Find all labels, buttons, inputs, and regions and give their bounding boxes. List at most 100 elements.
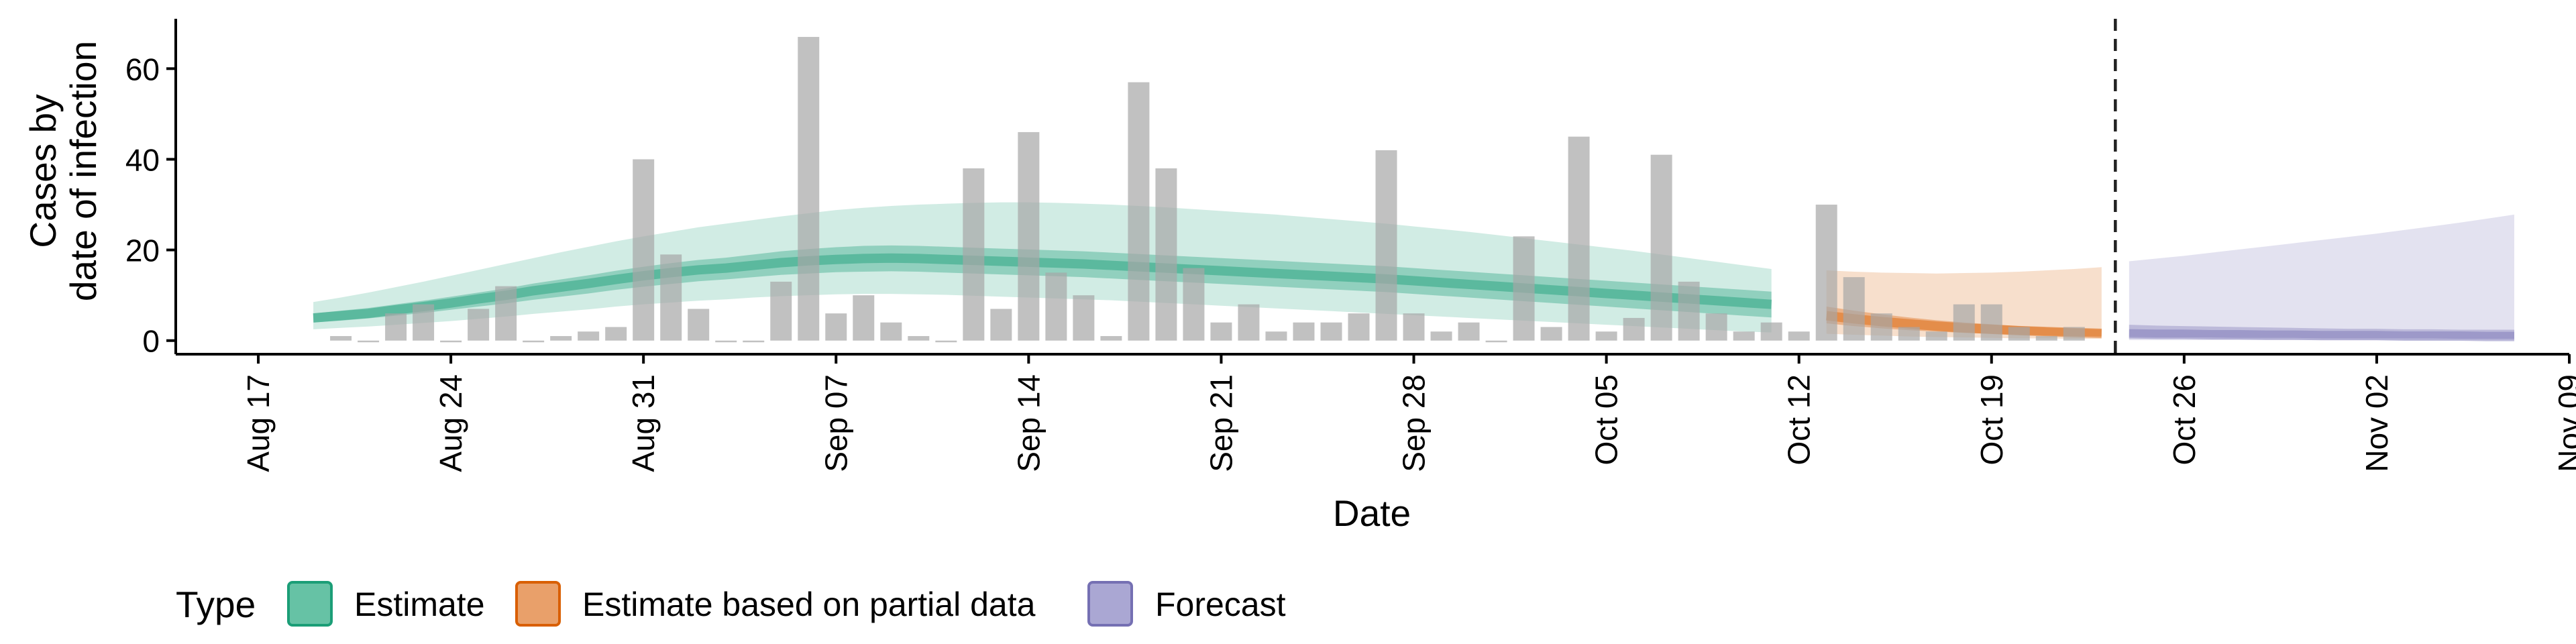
observed-case-bar — [1238, 304, 1260, 341]
x-tick-label: Oct 05 — [1589, 374, 1624, 466]
observed-case-bar — [1513, 236, 1535, 341]
observed-case-bar — [990, 309, 1012, 341]
observed-case-bar — [1430, 331, 1452, 341]
observed-case-bar — [1898, 327, 1920, 341]
observed-case-bar — [715, 340, 737, 343]
observed-case-bar — [2063, 327, 2085, 341]
legend-label-estimate: Estimate — [354, 586, 485, 623]
observed-case-bar — [1485, 340, 1507, 343]
observed-case-bar — [550, 335, 572, 341]
observed-case-bar — [1953, 304, 1975, 341]
observed-case-bar — [330, 335, 352, 341]
x-tick-label: Oct 19 — [1974, 374, 2009, 466]
observed-case-bar — [908, 335, 930, 341]
observed-case-bar — [1155, 168, 1177, 341]
observed-case-bar — [1458, 322, 1480, 341]
observed-case-bar — [688, 309, 710, 341]
legend-label-partial: Estimate based on partial data — [582, 586, 1036, 623]
observed-case-bar — [1870, 313, 1892, 341]
observed-case-bar — [385, 313, 407, 341]
observed-case-bar — [798, 37, 820, 341]
x-tick-label: Oct 26 — [2167, 374, 2202, 466]
y-tick-label: 0 — [142, 324, 160, 359]
y-axis-title-line-2: date of infection — [62, 41, 104, 301]
observed-case-bar — [1760, 322, 1782, 341]
forecast-median-line — [2129, 329, 2514, 341]
legend-label-forecast: Forecast — [1155, 586, 1286, 623]
observed-case-bar — [1293, 322, 1315, 341]
observed-case-bar — [2008, 327, 2030, 341]
observed-case-bar — [1128, 82, 1150, 341]
observed-case-bar — [743, 340, 765, 343]
observed-case-bar — [770, 281, 792, 341]
observed-case-bar — [880, 322, 902, 341]
y-tick-label: 20 — [125, 233, 160, 268]
observed-case-bar — [935, 340, 957, 343]
axes — [174, 19, 2569, 356]
observed-case-bar — [358, 340, 380, 343]
observed-case-bar — [853, 295, 875, 341]
forecast-ci50-band — [2129, 325, 2514, 339]
x-tick-label: Sep 21 — [1203, 374, 1238, 472]
observed-case-bar — [1678, 281, 1700, 341]
observed-case-bar — [1925, 331, 1947, 341]
y-tick-label: 60 — [125, 52, 160, 87]
observed-case-bar — [440, 340, 462, 343]
observed-case-bar — [660, 254, 682, 341]
y-tick-label: 40 — [125, 142, 160, 177]
x-tick-label: Aug 31 — [626, 374, 661, 472]
x-tick-label: Sep 28 — [1397, 374, 1432, 472]
x-tick-label: Aug 24 — [433, 374, 468, 472]
observed-case-bar — [1403, 313, 1425, 341]
observed-case-bar — [1348, 313, 1370, 341]
observed-case-bar — [605, 327, 627, 341]
observed-case-bar — [1788, 331, 1810, 341]
observed-case-bar — [1540, 327, 1562, 341]
observed-case-bar — [633, 159, 655, 341]
observed-case-bar — [495, 286, 517, 341]
observed-case-bar — [1595, 331, 1617, 341]
x-tick-label: Sep 07 — [818, 374, 853, 472]
observed-case-bar — [1623, 317, 1645, 341]
legend-key-forecast — [1087, 581, 1133, 627]
legend-title: Type — [176, 584, 256, 625]
forecast-ci90-band — [2129, 214, 2514, 341]
legend: Type Estimate Estimate based on partial … — [176, 581, 1286, 627]
observed-case-bar — [1100, 335, 1122, 341]
observed-case-bar — [825, 313, 847, 341]
observed-case-bar — [1705, 313, 1727, 341]
y-axis-title-line-1: Cases by — [22, 94, 64, 248]
observed-case-bar — [1265, 331, 1287, 341]
observed-case-bar — [1843, 277, 1865, 341]
observed-case-bar — [523, 340, 545, 343]
x-tick-label: Aug 17 — [241, 374, 276, 472]
observed-case-bar — [1045, 272, 1067, 341]
observed-case-bar — [1733, 331, 1755, 341]
observed-case-bar — [1073, 295, 1095, 341]
partial-ci90-band — [1826, 267, 2102, 339]
observed-case-bar — [1183, 268, 1205, 341]
partial-ci50-band — [1826, 307, 2102, 337]
observed-case-bar — [468, 309, 490, 341]
observed-case-bar — [1980, 304, 2002, 341]
x-tick-label: Oct 12 — [1782, 374, 1817, 466]
observed-case-bar — [1375, 150, 1397, 341]
legend-key-estimate — [287, 581, 333, 627]
observed-case-bar — [963, 168, 985, 341]
observed-case-bar — [1568, 136, 1590, 341]
observed-cases-bars — [330, 37, 2085, 343]
x-tick-label: Nov 09 — [2552, 374, 2576, 472]
observed-case-bar — [413, 304, 435, 341]
x-axis-title: Date — [1333, 492, 1411, 534]
observed-case-bar — [1210, 322, 1232, 341]
observed-case-bar — [578, 331, 600, 341]
axis-ticks: 0 20 40 60 Aug 17 Aug 24 Aug 31 Sep 07 Sep 14 Sep… — [125, 52, 2576, 472]
observed-case-bar — [2035, 335, 2057, 341]
observed-case-bar — [1018, 131, 1040, 341]
observed-case-bar — [1815, 205, 1837, 341]
legend-key-partial — [515, 581, 561, 627]
x-tick-label: Nov 02 — [2359, 374, 2394, 472]
observed-case-bar — [1320, 322, 1342, 341]
observed-case-bar — [1650, 154, 1672, 341]
